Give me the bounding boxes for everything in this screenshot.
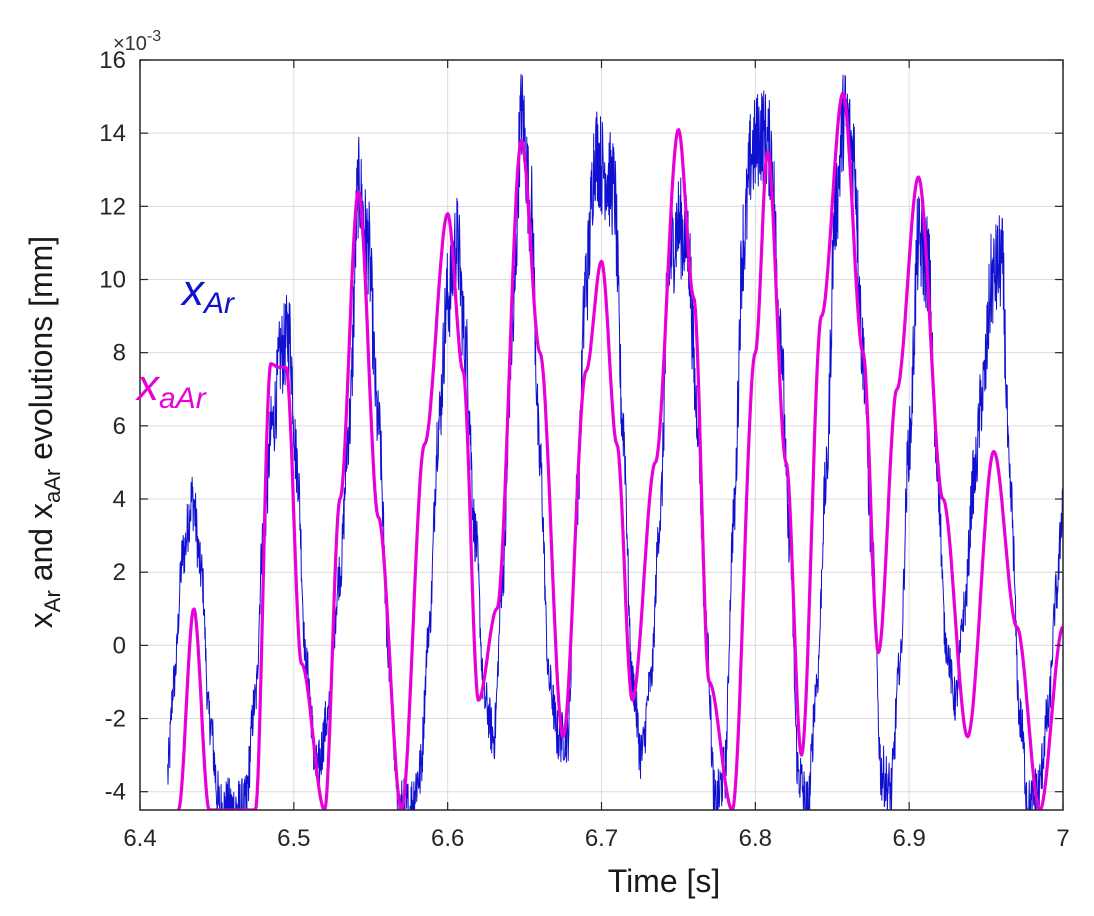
y-tick-label: 16 — [99, 47, 126, 74]
x-tick-label: 7 — [1056, 825, 1069, 852]
legend-xAr-main: x — [180, 266, 206, 315]
legend-xaAr-sub: aAr — [159, 382, 207, 415]
x-axis-label: Time [s] — [608, 863, 721, 899]
y-tick-label: 12 — [99, 193, 126, 220]
y-tick-label: 4 — [113, 486, 126, 513]
legend-xAr: xAr — [180, 266, 235, 320]
y-axis-label: xAr and xaAr evolutions [mm] — [23, 236, 65, 628]
y-tick-label: 2 — [113, 559, 126, 586]
ticks: 6.4 6.5 6.6 6.7 6.8 6.9 7 -4 -2 0 2 4 6 8 10 12 14 16 — [99, 47, 1069, 852]
y-tick-label: 10 — [99, 267, 126, 294]
y-multiplier-exp: -3 — [147, 28, 161, 45]
x-tick-label: 6.4 — [123, 825, 156, 852]
y-tick-label: -4 — [105, 779, 126, 806]
series-layer — [167, 73, 1063, 810]
y-multiplier-base: ×10 — [113, 33, 147, 55]
y-label-sub2: aAr — [40, 469, 65, 503]
y-label-and: and — [23, 519, 59, 590]
legend-xaAr: xaAr — [135, 361, 207, 415]
y-tick-label: 6 — [113, 413, 126, 440]
x-tick-label: 6.9 — [892, 825, 925, 852]
y-tick-label: 8 — [113, 340, 126, 367]
legend-xAr-sub: Ar — [202, 287, 235, 320]
y-tick-label: -2 — [105, 706, 126, 733]
y-multiplier: ×10-3 — [113, 28, 161, 55]
x-tick-label: 6.8 — [739, 825, 772, 852]
y-label-sub1: Ar — [40, 590, 65, 612]
y-label-x2: x — [23, 503, 59, 519]
y-label-x1: x — [23, 612, 59, 628]
y-label-rest: evolutions [mm] — [23, 236, 59, 469]
x-tick-label: 6.7 — [585, 825, 618, 852]
legend-xaAr-main: x — [135, 361, 161, 410]
y-tick-label: 0 — [113, 632, 126, 659]
y-tick-label: 14 — [99, 120, 126, 147]
grid — [139, 59, 1064, 810]
x-tick-label: 6.6 — [431, 825, 464, 852]
series-line-xaAr — [177, 91, 1063, 810]
x-tick-label: 6.5 — [277, 825, 310, 852]
